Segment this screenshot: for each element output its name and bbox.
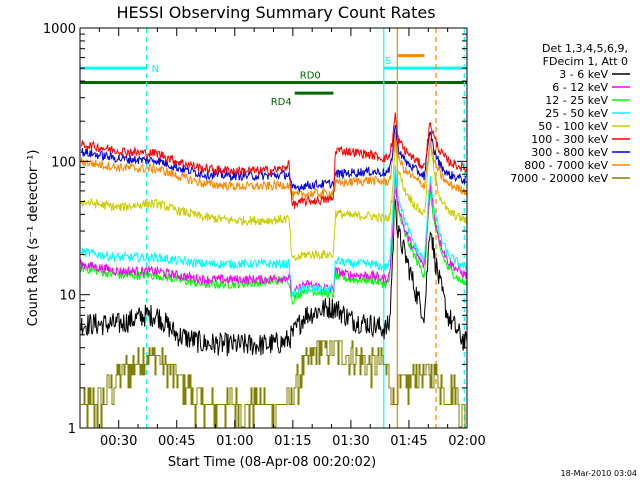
x-tick-label: 01:00: [216, 434, 253, 449]
status-bar-label: RD0: [300, 71, 321, 82]
legend-entry: 7000 - 20000 keV: [510, 172, 608, 185]
series-line: [80, 125, 467, 192]
series-line: [81, 340, 466, 428]
legend-entry: 100 - 300 keV: [531, 133, 608, 146]
y-tick-label: 10: [59, 289, 76, 304]
legend-entry: 800 - 7000 keV: [524, 159, 608, 172]
y-tick-label: 1: [68, 422, 76, 437]
status-bar-label: N: [152, 64, 159, 75]
x-tick-label: 00:30: [100, 434, 137, 449]
legend-entry: 50 - 100 keV: [538, 120, 608, 133]
legend-entry: 300 - 800 keV: [531, 146, 608, 159]
legend-header: FDecim 1, Att 0: [543, 55, 628, 68]
x-axis-label: Start Time (08-Apr-08 00:20:02): [168, 455, 376, 470]
status-bar-label: S: [385, 56, 391, 67]
legend-entry: 12 - 25 keV: [545, 94, 608, 107]
series-line: [80, 112, 467, 210]
y-axis-label: Count Rate (s⁻¹ detector⁻¹): [26, 150, 41, 327]
series-line: [80, 188, 467, 306]
legend-entry: 25 - 50 keV: [545, 107, 608, 120]
series-line: [80, 198, 467, 357]
series-line: [80, 173, 467, 297]
x-tick-label: 01:30: [332, 434, 369, 449]
status-bar-label: RD4: [271, 97, 292, 108]
series-group: [80, 112, 467, 428]
y-tick-label: 100: [51, 155, 76, 170]
x-tick-label: 01:15: [274, 434, 311, 449]
series-line: [80, 131, 467, 200]
plot-frame: [79, 27, 468, 429]
legend-entry: 6 - 12 keV: [552, 81, 608, 94]
x-tick-label: 01:45: [390, 434, 427, 449]
chart-title: HESSI Observing Summary Count Rates: [116, 3, 435, 22]
legend-entry: 3 - 6 keV: [559, 68, 608, 81]
series-line: [80, 165, 467, 297]
series-line: [80, 137, 467, 262]
footer-timestamp: 18-Mar-2010 03:04: [561, 469, 638, 478]
y-tick-label: 1000: [43, 22, 76, 37]
status-bars: N S RD0 RD4: [80, 54, 467, 108]
legend-header: Det 1,3,4,5,6,9,: [542, 42, 628, 55]
legend: Det 1,3,4,5,6,9,FDecim 1, Att 03 - 6 keV…: [510, 42, 630, 185]
x-tick-label: 02:00: [448, 434, 485, 449]
x-tick-label: 00:45: [158, 434, 195, 449]
axis-ticks: 00:30 00:45 01:00 01:15 01:30 01:45 02:00 1 10 10…: [43, 22, 486, 449]
